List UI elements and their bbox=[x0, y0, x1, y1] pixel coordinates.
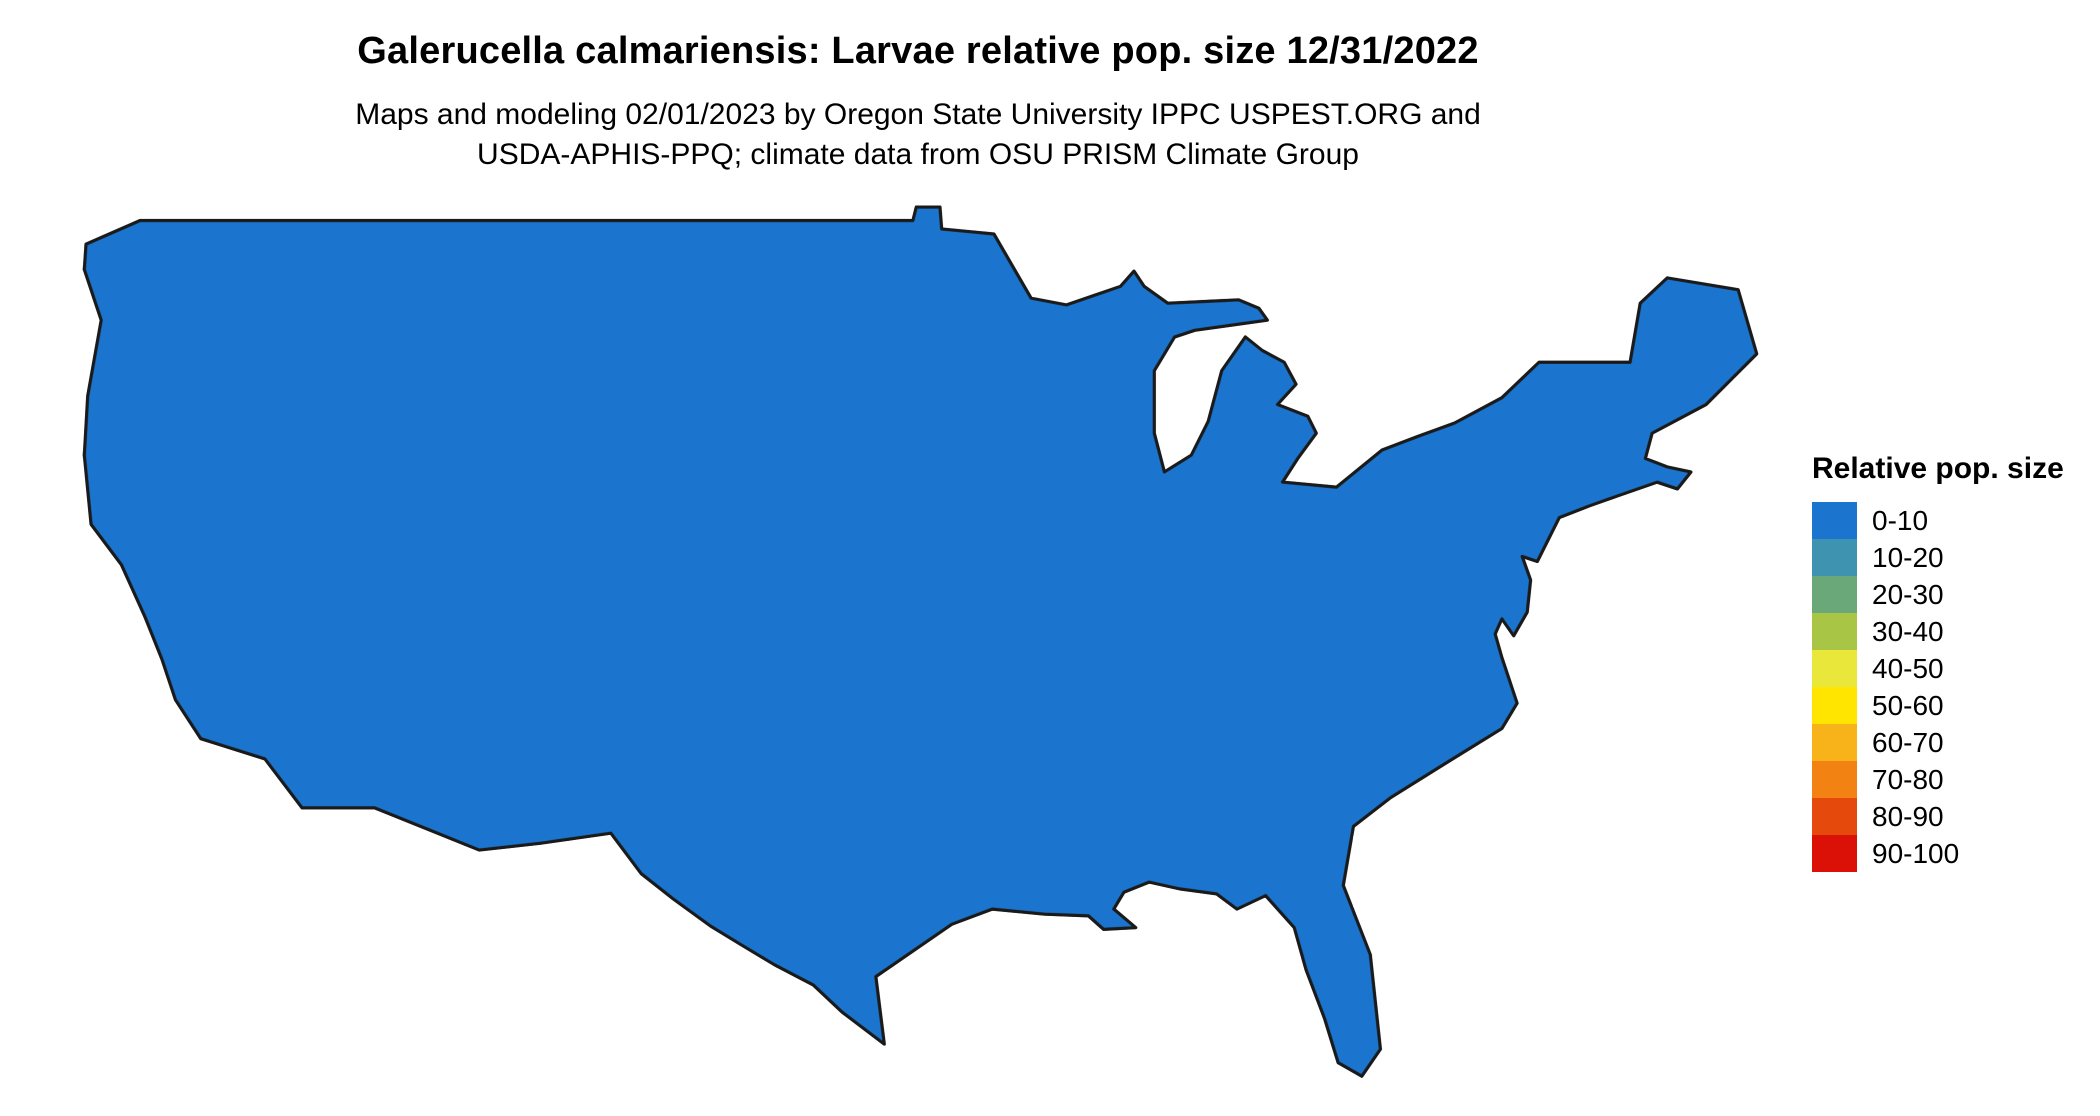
legend-swatch bbox=[1812, 576, 1857, 613]
legend-row: 70-80 bbox=[1812, 761, 2092, 798]
legend-swatch bbox=[1812, 539, 1857, 576]
legend-row: 30-40 bbox=[1812, 613, 2092, 650]
legend-label: 60-70 bbox=[1872, 726, 1944, 758]
map-subtitle-line1: Maps and modeling 02/01/2023 by Oregon S… bbox=[355, 98, 1481, 131]
legend-label: 70-80 bbox=[1872, 763, 1944, 795]
legend-swatch bbox=[1812, 613, 1857, 650]
legend-label: 10-20 bbox=[1872, 541, 1944, 573]
legend-row: 90-100 bbox=[1812, 835, 2092, 872]
legend-title: Relative pop. size bbox=[1812, 452, 2064, 485]
legend-row: 50-60 bbox=[1812, 687, 2092, 724]
map-title: Galerucella calmariensis: Larvae relativ… bbox=[357, 30, 1479, 72]
legend-row: 10-20 bbox=[1812, 539, 2092, 576]
legend-row: 80-90 bbox=[1812, 798, 2092, 835]
legend-label: 40-50 bbox=[1872, 652, 1944, 684]
legend-swatch bbox=[1812, 835, 1857, 872]
legend-swatch bbox=[1812, 650, 1857, 687]
us-map-svg bbox=[82, 205, 1759, 1078]
legend-label: 30-40 bbox=[1872, 615, 1944, 647]
legend-label: 50-60 bbox=[1872, 689, 1944, 721]
legend-label: 20-30 bbox=[1872, 578, 1944, 610]
legend: Relative pop. size 0-10 10-20 20-30 30-4… bbox=[1812, 452, 2092, 872]
map-subtitle-line2: USDA-APHIS-PPQ; climate data from OSU PR… bbox=[477, 138, 1359, 171]
legend-row: 0-10 bbox=[1812, 502, 2092, 539]
us-choropleth-map bbox=[74, 202, 1762, 1093]
legend-swatch bbox=[1812, 502, 1857, 539]
legend-swatch bbox=[1812, 761, 1857, 798]
legend-label: 0-10 bbox=[1872, 504, 1929, 536]
legend-row: 40-50 bbox=[1812, 650, 2092, 687]
legend-row: 20-30 bbox=[1812, 576, 2092, 613]
legend-row: 60-70 bbox=[1812, 724, 2092, 761]
map-header: Galerucella calmariensis: Larvae relativ… bbox=[0, 0, 1836, 175]
legend-swatch bbox=[1812, 687, 1857, 724]
legend-swatch bbox=[1812, 724, 1857, 761]
legend-rows: 0-10 10-20 20-30 30-40 40-50 50-60 60-70… bbox=[1812, 502, 2092, 872]
legend-label: 80-90 bbox=[1872, 800, 1944, 832]
legend-swatch bbox=[1812, 798, 1857, 835]
us-outline-stroke bbox=[82, 205, 1759, 1078]
legend-label: 90-100 bbox=[1872, 837, 1960, 869]
